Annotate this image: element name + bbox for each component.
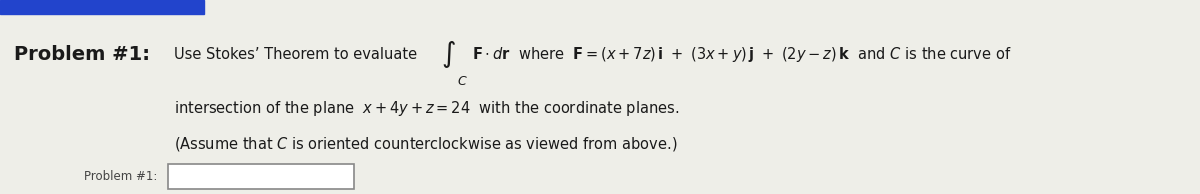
Text: C: C bbox=[458, 75, 467, 88]
Text: $\mathbf{F} \cdot d\mathbf{r}$  where  $\mathbf{F} = (x + 7z)\,\mathbf{i}\ +\ (3: $\mathbf{F} \cdot d\mathbf{r}$ where $\m… bbox=[472, 45, 1012, 64]
FancyBboxPatch shape bbox=[168, 164, 354, 189]
Text: Problem #1:: Problem #1: bbox=[14, 45, 150, 64]
Text: (Assume that $C$ is oriented counterclockwise as viewed from above.): (Assume that $C$ is oriented countercloc… bbox=[174, 135, 678, 152]
Text: Use Stokes’ Theorem to evaluate: Use Stokes’ Theorem to evaluate bbox=[174, 47, 418, 62]
Text: intersection of the plane  $x + 4y + z = 24$  with the coordinate planes.: intersection of the plane $x + 4y + z = … bbox=[174, 99, 679, 118]
FancyBboxPatch shape bbox=[0, 0, 204, 14]
Text: Problem #1:: Problem #1: bbox=[84, 170, 157, 183]
Text: ∫: ∫ bbox=[442, 40, 456, 68]
